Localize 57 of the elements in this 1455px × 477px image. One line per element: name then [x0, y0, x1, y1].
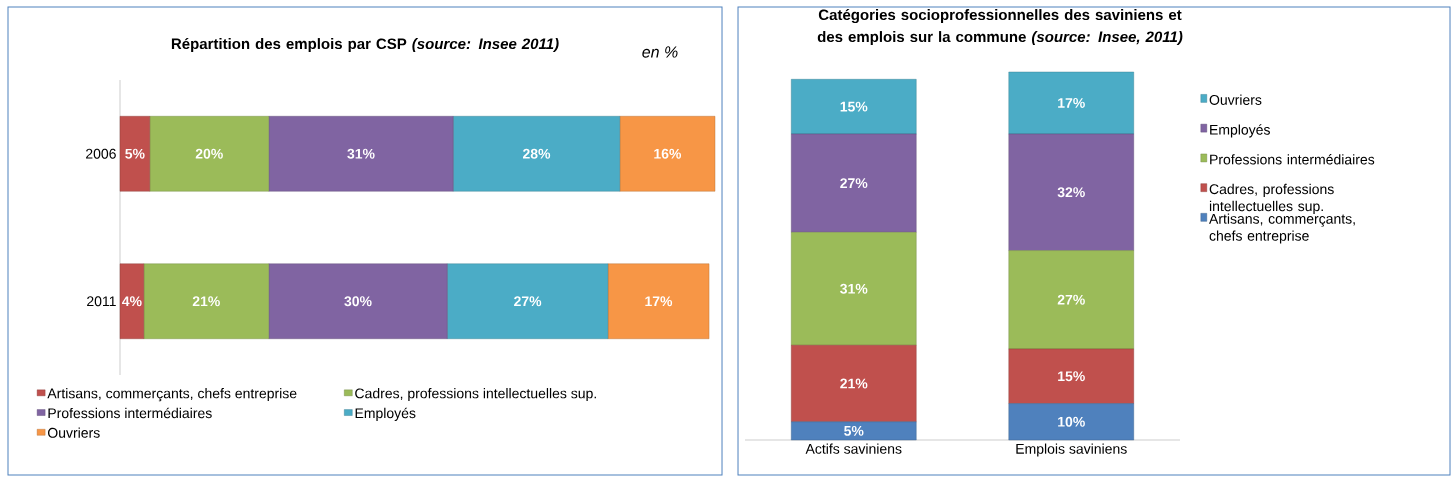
data-label: 31% — [347, 148, 375, 159]
data-label: 5% — [844, 425, 864, 436]
data-label: 4% — [122, 296, 142, 307]
data-label: 28% — [522, 148, 551, 159]
legend-label: Artisans, commerçants, chefs entreprise — [1209, 213, 1355, 244]
legend-label: Employés — [1210, 124, 1270, 138]
legend-label: Cadres, professions intellectuelles sup. — [1209, 183, 1334, 214]
bar — [791, 133, 917, 233]
data-label: 31% — [840, 283, 868, 294]
legend-label: Artisans, commerçants, chefs entreprise — [47, 388, 297, 402]
bar — [149, 116, 269, 192]
legend-label: Cadres, professions intellectuelles sup. — [355, 388, 596, 402]
legend-label: Professions intermédiaires — [1210, 154, 1375, 165]
bar — [791, 345, 917, 422]
bar — [119, 263, 144, 339]
data-label: 21% — [192, 296, 220, 307]
y-tick-label: 2006 — [86, 148, 116, 159]
data-label: 5% — [125, 148, 145, 159]
data-label: 32% — [1057, 187, 1085, 198]
y-tick-label: 2011 — [87, 296, 116, 307]
chart-title: Catégories socioprofessionnelles des saviniens et des emplois sur la commune (source: Insee, 2011) — [817, 8, 1183, 46]
data-label: 16% — [654, 148, 682, 159]
bar — [447, 263, 609, 339]
legend-label: Ouvriers — [1209, 94, 1262, 105]
bar — [791, 79, 917, 135]
data-label: 15% — [840, 101, 868, 112]
bar — [1008, 403, 1134, 441]
data-label: 20% — [195, 148, 223, 159]
legend-label: Employés — [355, 407, 416, 421]
bar — [453, 116, 621, 192]
bar — [268, 116, 454, 192]
bar — [607, 263, 710, 339]
bar — [268, 263, 448, 339]
data-label: 21% — [840, 378, 868, 389]
x-tick-label: Emplois saviniens — [1016, 443, 1127, 457]
legend-label: Ouvriers — [47, 427, 100, 438]
bar — [143, 263, 269, 339]
data-label: 17% — [1058, 98, 1085, 108]
chart-title: Répartition des emplois par CSP (source: Insee 2011) — [171, 37, 559, 53]
x-tick-label: Actifs saviniens — [805, 443, 902, 454]
bar — [1008, 71, 1134, 135]
data-label: 30% — [344, 296, 372, 307]
data-label: 27% — [1057, 294, 1085, 305]
data-label: 10% — [1058, 416, 1085, 427]
data-label: 15% — [1058, 371, 1085, 382]
data-label: 27% — [514, 296, 542, 307]
data-label: 17% — [645, 296, 673, 307]
legend-label: Professions intermédiaires — [48, 407, 212, 419]
bar — [791, 421, 917, 441]
bar — [1008, 348, 1134, 404]
bar — [1008, 133, 1134, 251]
bar — [791, 232, 917, 346]
bar — [119, 116, 150, 192]
data-label: 27% — [840, 178, 868, 189]
bar — [1008, 250, 1134, 350]
bar — [619, 116, 716, 192]
text: en % — [642, 46, 678, 58]
